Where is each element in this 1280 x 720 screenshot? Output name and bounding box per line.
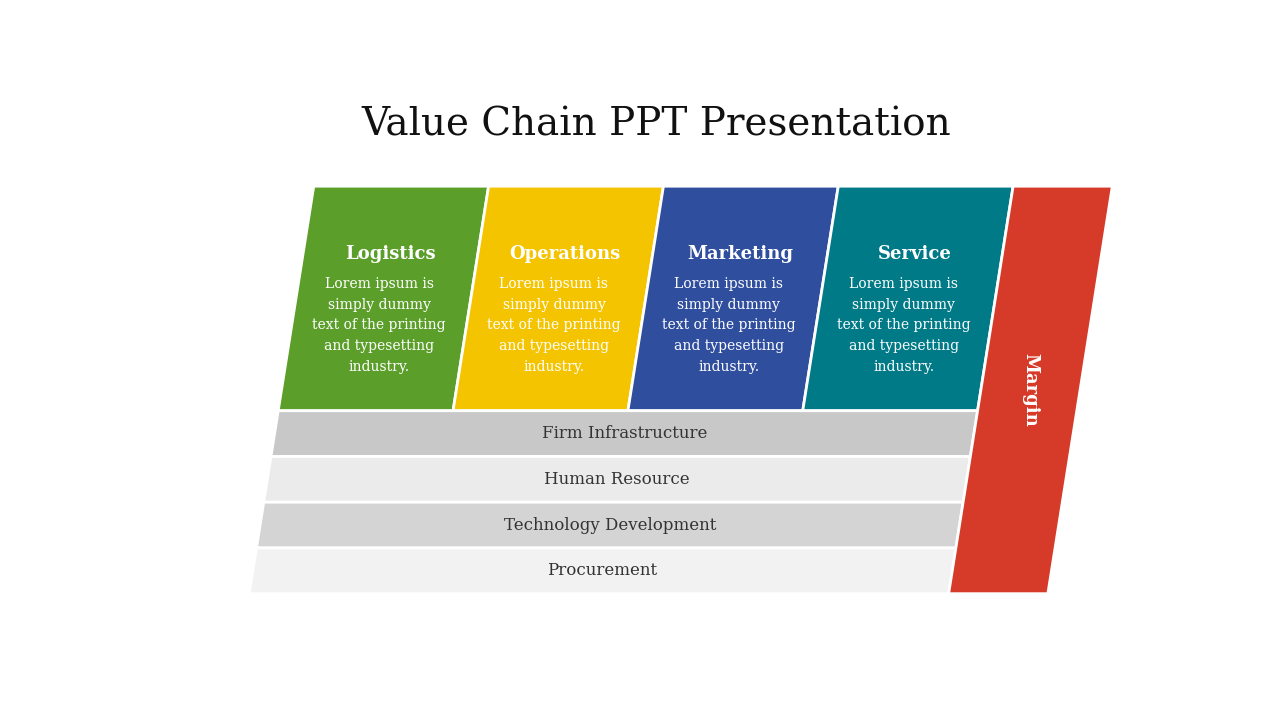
Text: Firm Infrastructure: Firm Infrastructure bbox=[541, 425, 707, 442]
Text: Lorem ipsum is
simply dummy
text of the printing
and typesetting
industry.: Lorem ipsum is simply dummy text of the … bbox=[662, 277, 796, 374]
Polygon shape bbox=[948, 186, 1112, 594]
Polygon shape bbox=[264, 456, 970, 503]
Polygon shape bbox=[803, 186, 1014, 410]
Text: Procurement: Procurement bbox=[548, 562, 658, 580]
Polygon shape bbox=[453, 186, 663, 410]
Text: Value Chain PPT Presentation: Value Chain PPT Presentation bbox=[361, 107, 951, 144]
Polygon shape bbox=[271, 410, 978, 456]
Text: Technology Development: Technology Development bbox=[503, 516, 716, 534]
Polygon shape bbox=[250, 548, 956, 594]
Text: Operations: Operations bbox=[509, 245, 621, 263]
Polygon shape bbox=[256, 503, 963, 548]
Text: Service: Service bbox=[878, 245, 952, 263]
Text: Lorem ipsum is
simply dummy
text of the printing
and typesetting
industry.: Lorem ipsum is simply dummy text of the … bbox=[312, 277, 445, 374]
Text: Logistics: Logistics bbox=[346, 245, 435, 263]
Polygon shape bbox=[278, 186, 489, 410]
Text: Marketing: Marketing bbox=[687, 245, 794, 263]
Text: Lorem ipsum is
simply dummy
text of the printing
and typesetting
industry.: Lorem ipsum is simply dummy text of the … bbox=[488, 277, 621, 374]
Text: Margin: Margin bbox=[1021, 353, 1039, 427]
Text: Human Resource: Human Resource bbox=[544, 471, 690, 488]
Text: Lorem ipsum is
simply dummy
text of the printing
and typesetting
industry.: Lorem ipsum is simply dummy text of the … bbox=[837, 277, 970, 374]
Polygon shape bbox=[628, 186, 838, 410]
